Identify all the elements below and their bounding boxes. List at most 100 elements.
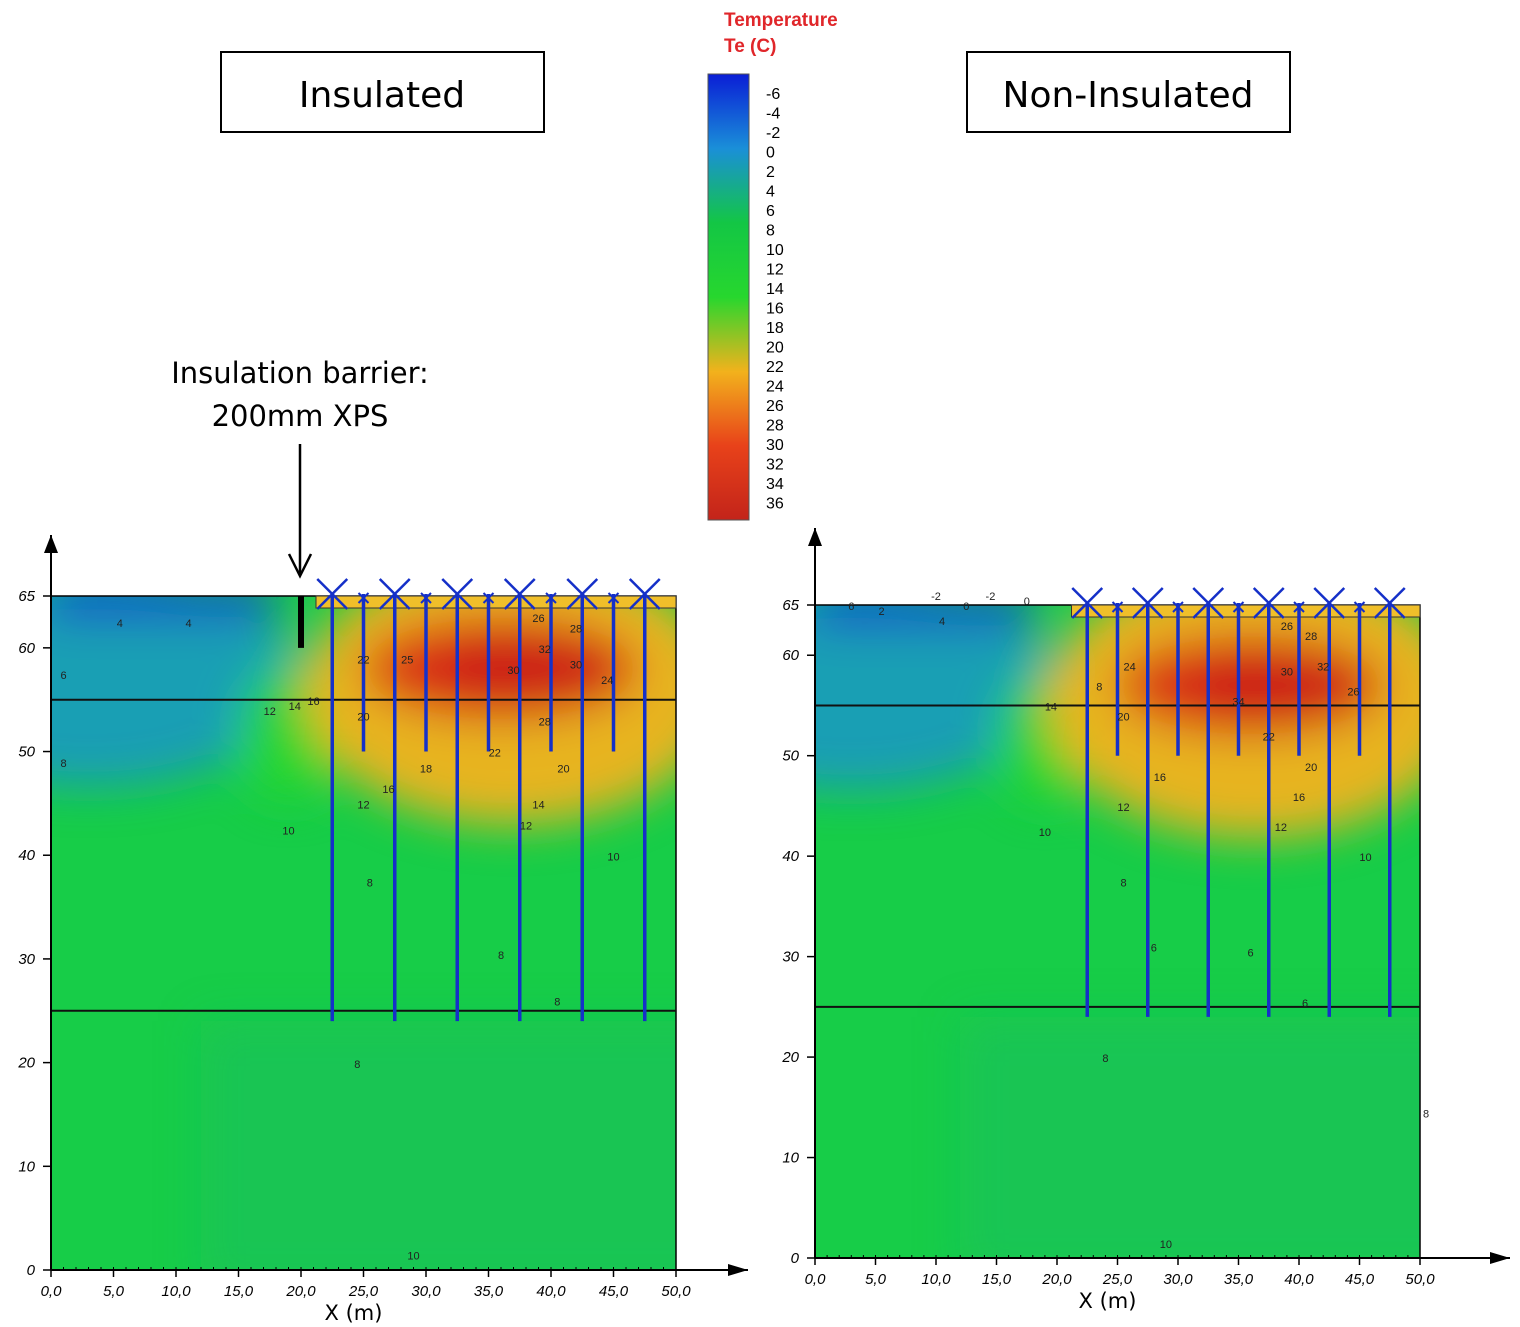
x-tick-label: 0,0 <box>41 1283 63 1300</box>
insulation-annotation: Insulation barrier: 200mm XPS <box>171 356 429 579</box>
x-tick-label: 40,0 <box>1284 1271 1314 1288</box>
contour-label: 8 <box>60 758 66 770</box>
colorbar: Temperature Te (C) -6-4-2024681012141618… <box>707 10 838 521</box>
pipe-head-marker-small <box>420 592 432 604</box>
contour-label: 6 <box>60 670 66 682</box>
contour-label: 28 <box>570 623 582 635</box>
contour-label: 6 <box>1302 998 1308 1010</box>
pipe-head-marker-small <box>1353 601 1366 613</box>
colorbar-tick-label: 2 <box>766 164 775 181</box>
x-axis-label: X (m) <box>325 1301 383 1325</box>
contour-label: 10 <box>1039 827 1051 839</box>
contour-label: 25 <box>401 654 413 666</box>
y-tick-label: 60 <box>782 647 799 664</box>
contour-label: 30 <box>507 665 519 677</box>
contour-label: 4 <box>185 618 191 630</box>
colorbar-tick-label: 16 <box>766 301 784 318</box>
cold-strip <box>815 605 1033 622</box>
y-tick-label: 40 <box>18 847 35 864</box>
contour-label: 30 <box>1281 666 1293 678</box>
cool-zone <box>815 605 1057 790</box>
contour-label: 24 <box>1123 661 1135 673</box>
contour-label: 20 <box>357 711 369 723</box>
left-title-box: Insulated <box>220 51 545 133</box>
right-heatmap-panel: 6 2 -2 0 -2 0 4 14 8 24 20 26 28 30 32 26 34 22 20 16 16 12 12… <box>781 528 1510 1313</box>
x-tick-label: 30,0 <box>411 1283 441 1300</box>
annotation-arrow-head <box>287 553 313 579</box>
contour-label: 4 <box>939 616 945 628</box>
contour-label: 32 <box>1317 661 1329 673</box>
colorbar-tick-label: 14 <box>766 281 784 298</box>
x-tick-label: 50,0 <box>661 1283 691 1300</box>
colorbar-tick-label: 34 <box>766 476 784 493</box>
pipe-head-marker <box>316 578 349 610</box>
x-tick-label: 20,0 <box>285 1283 316 1300</box>
contour-label: 34 <box>1232 696 1244 708</box>
contour-label: 16 <box>307 696 319 708</box>
x-tick-label: 45,0 <box>1345 1271 1375 1288</box>
contour-label: 20 <box>1305 762 1317 774</box>
x-tick-label: 25,0 <box>348 1283 379 1300</box>
y-tick-label: 65 <box>782 597 799 614</box>
colorbar-tick-label: 6 <box>766 203 775 220</box>
contour-label: 16 <box>382 784 394 796</box>
colorbar-title-line2: Te (C) <box>724 36 776 57</box>
contour-label: 8 <box>498 950 504 962</box>
contour-label: 10 <box>282 825 294 837</box>
hot-core-inner <box>1190 652 1360 719</box>
y-tick-label: 10 <box>18 1158 35 1175</box>
x-tick-label: 5,0 <box>865 1271 887 1288</box>
y-tick-label: 10 <box>782 1150 799 1167</box>
x-tick-label: 10,0 <box>161 1283 191 1300</box>
contour-label: 16 <box>1154 772 1166 784</box>
colorbar-tick-label: 28 <box>766 418 784 435</box>
contour-label: 22 <box>357 654 369 666</box>
pipe-head-marker-small <box>1111 601 1124 613</box>
contour-label: 28 <box>1305 631 1317 643</box>
contour-label: 18 <box>420 763 432 775</box>
colorbar-title-line1: Temperature <box>724 10 838 31</box>
pipe-head-marker-small <box>1172 601 1184 613</box>
contour-label: 6 <box>1151 943 1157 955</box>
contour-label: 10 <box>1359 852 1371 864</box>
hot-core-inner <box>438 634 614 703</box>
pipe-head-marker-small <box>607 592 620 604</box>
colorbar-tick-label: 22 <box>766 359 784 376</box>
right-title-box: Non-Insulated <box>966 51 1291 133</box>
x-tick-label: 0,0 <box>805 1271 827 1288</box>
x-tick-label: 45,0 <box>599 1283 629 1300</box>
colorbar-gradient <box>707 73 750 521</box>
pipe-head-marker <box>1192 587 1225 619</box>
colorbar-tick-label: 10 <box>766 242 784 259</box>
y-tick-label: 30 <box>18 951 35 968</box>
contour-label: 26 <box>1281 621 1293 633</box>
contour-label: 8 <box>354 1059 360 1071</box>
y-tick-label: 0 <box>791 1250 800 1267</box>
contour-label: 8 <box>1423 1108 1429 1120</box>
contour-label: 6 <box>1248 948 1254 960</box>
colorbar-tick-label: -4 <box>766 106 780 123</box>
x-tick-label: 5,0 <box>103 1283 125 1300</box>
x-tick-label: 40,0 <box>536 1283 566 1300</box>
temperature-field <box>815 605 1420 1258</box>
x-tick-label: 25,0 <box>1102 1271 1133 1288</box>
annotation-line2: 200mm XPS <box>212 399 389 433</box>
x-tick-label: 50,0 <box>1405 1271 1435 1288</box>
colorbar-tick-label: 20 <box>766 340 784 357</box>
colorbar-tick-label: 4 <box>766 184 775 201</box>
x-tick-label: 15,0 <box>224 1283 254 1300</box>
contour-label: 8 <box>1102 1053 1108 1065</box>
x-tick-label: 10,0 <box>921 1271 951 1288</box>
pipe-head-marker <box>628 578 661 610</box>
contour-label: 22 <box>1263 732 1275 744</box>
contour-label: 10 <box>407 1251 419 1263</box>
colorbar-tick-label: 12 <box>766 262 784 279</box>
y-axis-arrowhead <box>44 535 58 553</box>
pipe-head-marker-small <box>1232 601 1245 613</box>
contour-label: 14 <box>289 701 301 713</box>
contour-label: -2 <box>986 591 996 603</box>
temperature-field <box>51 596 676 1270</box>
